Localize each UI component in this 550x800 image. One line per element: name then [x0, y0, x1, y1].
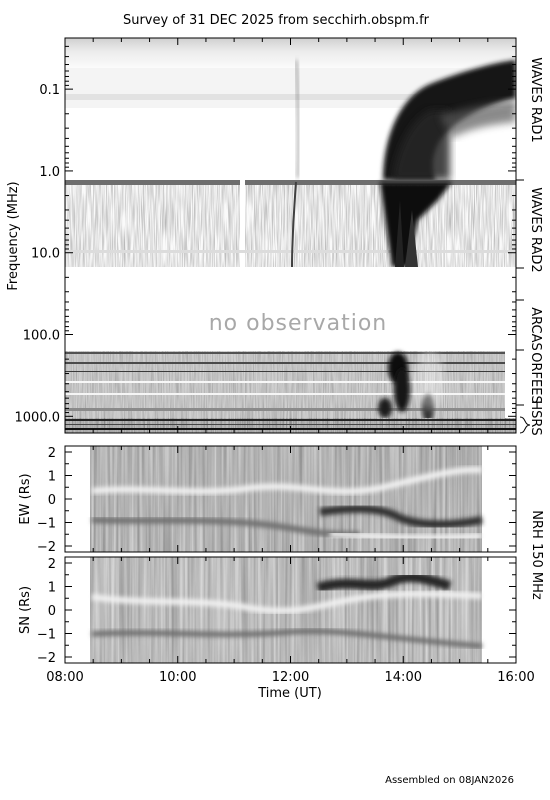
x-tick-label: 16:00	[497, 670, 534, 685]
x-tick-label: 14:00	[385, 670, 422, 685]
y-tick-label: 1	[48, 470, 56, 485]
spectrum-y-axis: 0.1 1.0 10.0 100.0 1000.0	[15, 45, 516, 425]
y-tick-label: 1	[48, 581, 56, 596]
hsrs-brace	[519, 416, 531, 434]
rad1-band	[65, 38, 516, 180]
nrh-instrument-label: NRH 150 MHz	[529, 510, 544, 600]
no-observation-label: no observation	[209, 311, 388, 336]
orfees-band	[65, 350, 505, 422]
y-tick-label: 2	[48, 557, 56, 572]
x-tick-label: 10:00	[159, 670, 196, 685]
x-tick-label: 12:00	[272, 670, 309, 685]
y-tick-label: 0.1	[39, 83, 60, 98]
instrument-label: WAVES RAD2	[528, 187, 543, 272]
nrh-ew-panel	[90, 446, 483, 552]
y-tick-label: 1000.0	[15, 410, 61, 425]
sn-y-axis-label: SN (Rs)	[18, 586, 33, 634]
y-tick-label: −1	[37, 517, 56, 532]
spectrum-y-axis-label: Frequency (MHz)	[6, 181, 21, 290]
nrh-sn-panel	[90, 557, 483, 663]
y-tick-label: 0	[48, 604, 56, 619]
no-observation-band	[65, 267, 516, 351]
x-tick-label: 08:00	[46, 670, 83, 685]
instrument-label: ARCAS	[528, 307, 543, 351]
y-tick-label: 2	[48, 446, 56, 461]
y-tick-label: 0	[48, 493, 56, 508]
rad2-band	[65, 180, 516, 268]
x-axis-label: Time (UT)	[257, 686, 322, 701]
dynamic-spectrum-panel	[65, 38, 516, 433]
sn-y-axis: 2 1 0 −1 −2	[37, 557, 516, 666]
instrument-label: HSRS	[528, 400, 543, 435]
ew-y-axis: 2 1 0 −1 −2	[37, 446, 516, 555]
time-x-axis: 08:00 10:00 12:00 14:00 16:00	[46, 38, 535, 685]
y-tick-label: 100.0	[23, 329, 60, 344]
y-tick-label: −1	[37, 628, 56, 643]
instrument-label: ORFEES	[528, 352, 543, 403]
y-tick-label: −2	[37, 540, 56, 555]
y-tick-label: −2	[37, 651, 56, 666]
y-tick-label: 10.0	[31, 247, 60, 262]
instrument-label: WAVES RAD1	[528, 57, 543, 142]
y-tick-label: 1.0	[39, 165, 60, 180]
assembled-date: Assembled on 08JAN2026	[385, 775, 514, 786]
ew-y-axis-label: EW (Rs)	[18, 473, 33, 524]
chart-title: Survey of 31 DEC 2025 from secchirh.obsp…	[123, 13, 430, 28]
